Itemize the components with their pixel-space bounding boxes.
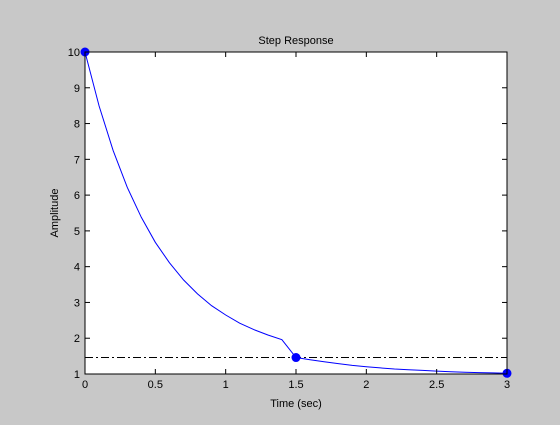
chart-title: Step Response xyxy=(258,35,333,47)
y-tick-label: 8 xyxy=(74,119,80,131)
x-tick-label: 2 xyxy=(363,379,369,391)
y-tick-label: 6 xyxy=(74,190,80,202)
tick-layer: 0 0.5 1 1.5 2 2.5 3 1 2 3 4 5 6 7 8 9 10 xyxy=(68,47,510,391)
y-tick-label: 7 xyxy=(74,154,80,166)
y-tick-label: 3 xyxy=(74,297,80,309)
y-tick-label: 9 xyxy=(74,83,80,95)
x-tick-label: 0 xyxy=(82,379,88,391)
y-tick-label: 1 xyxy=(74,369,80,381)
y-tick-label: 2 xyxy=(74,333,80,345)
y-tick-label: 10 xyxy=(68,47,80,59)
x-tick-label: 1.5 xyxy=(288,379,303,391)
x-tick-label: 2.5 xyxy=(429,379,444,391)
x-tick-label: 0.5 xyxy=(148,379,163,391)
y-tick-label: 4 xyxy=(74,262,80,274)
y-axis-title: Amplitude xyxy=(49,189,61,238)
y-tick-label: 5 xyxy=(74,226,80,238)
x-tick-label: 3 xyxy=(504,379,510,391)
x-axis-title: Time (sec) xyxy=(270,398,322,410)
data-point-marker xyxy=(291,353,301,363)
x-tick-label: 1 xyxy=(223,379,229,391)
plot-area xyxy=(85,52,507,374)
